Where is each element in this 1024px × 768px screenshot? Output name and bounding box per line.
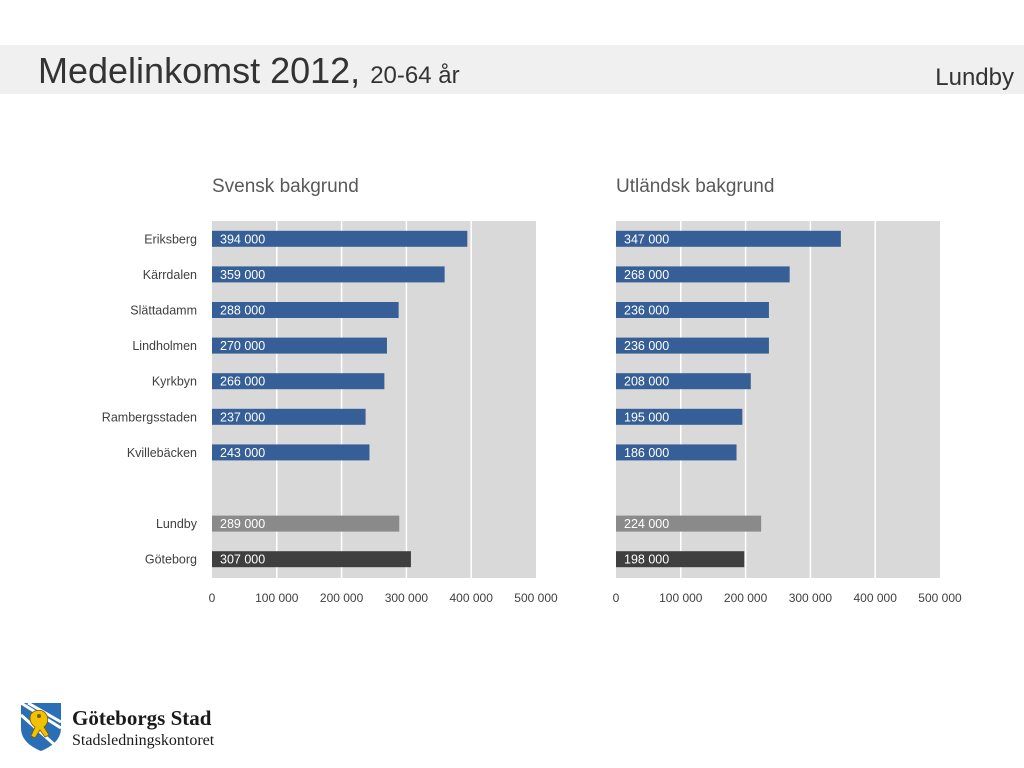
- bar-value-label: 288 000: [220, 304, 265, 318]
- bar: [212, 444, 370, 461]
- category-label: Kyrkbyn: [152, 375, 197, 389]
- x-tick-label: 100 000: [255, 591, 299, 605]
- chart-svensk-bakgrund: Svensk bakgrund 0 100 000 200 000 300 000 400…: [200, 165, 560, 615]
- category-label: Lindholmen: [132, 339, 197, 353]
- title-subtitle: 20-64 år: [370, 62, 460, 89]
- bar-value-label: 237 000: [220, 410, 265, 424]
- bar: [212, 266, 445, 283]
- chart-title: Utländsk bakgrund: [616, 176, 774, 197]
- category-label: Slättadamm: [130, 304, 197, 318]
- bar-value-label: 359 000: [220, 268, 265, 282]
- x-tick-label: 0: [613, 591, 620, 605]
- bar: [212, 337, 387, 354]
- bar: [616, 444, 737, 461]
- bar-value-label: 236 000: [624, 304, 669, 318]
- bar: [616, 551, 745, 568]
- goteborgs-stad-logo: Göteborgs Stad Stadsledningskontoret: [18, 700, 248, 756]
- bar: [616, 230, 841, 247]
- category-label: Lundby: [156, 517, 198, 531]
- bar: [212, 302, 399, 318]
- bar: [616, 373, 751, 390]
- bar-value-label: 268 000: [624, 268, 669, 282]
- x-tick-label: 100 000: [659, 591, 703, 605]
- category-axis: Eriksberg Kärrdalen Slättadamm Lindholmen Ky…: [102, 232, 198, 567]
- logo-name: Göteborgs Stad: [72, 706, 212, 730]
- title-band: [0, 45, 1024, 94]
- bar-value-label: 186 000: [624, 446, 669, 460]
- chart-utlandsk-bakgrund: Utländsk bakgrund 0 100 000 200 000 300 000 4…: [604, 165, 964, 615]
- category-label: Göteborg: [145, 553, 197, 567]
- bar-value-label: 198 000: [624, 553, 669, 567]
- bar: [616, 337, 769, 354]
- lion-crest-icon: [20, 701, 62, 751]
- bar: [212, 515, 400, 532]
- chart-svg: Svensk bakgrund 0 100 000 200 000 300 000 400…: [209, 176, 558, 605]
- bar: [616, 515, 762, 532]
- logo-subtitle: Stadsledningskontoret: [72, 732, 215, 749]
- x-tick-label: 300 000: [789, 591, 833, 605]
- x-tick-label: 400 000: [450, 591, 494, 605]
- x-tick-label: 500 000: [514, 591, 558, 605]
- bar: [616, 266, 790, 283]
- bar: [616, 302, 769, 318]
- x-tick-label: 400 000: [854, 591, 898, 605]
- bar-value-label: 394 000: [220, 232, 265, 246]
- bar-value-label: 236 000: [624, 339, 669, 353]
- x-tick-label: 500 000: [918, 591, 962, 605]
- bar-value-label: 347 000: [624, 232, 669, 246]
- title-main: Medelinkomst 2012,: [38, 50, 361, 91]
- category-label: Kärrdalen: [143, 268, 197, 282]
- bar-value-label: 224 000: [624, 517, 669, 531]
- bar: [212, 230, 468, 247]
- bar: [212, 373, 385, 390]
- bar: [616, 408, 743, 425]
- bar: [212, 408, 366, 425]
- bar: [212, 551, 411, 568]
- bar-value-label: 208 000: [624, 375, 669, 389]
- bar-value-label: 307 000: [220, 553, 265, 567]
- bar-value-label: 266 000: [220, 375, 265, 389]
- region-label: Lundby: [935, 64, 1014, 91]
- chart-svg: Utländsk bakgrund 0 100 000 200 000 300 000 4…: [613, 176, 962, 605]
- x-tick-label: 200 000: [724, 591, 768, 605]
- x-tick-label: 0: [209, 591, 216, 605]
- category-label: Kvillebäcken: [127, 446, 197, 460]
- category-label: Eriksberg: [144, 232, 197, 246]
- bar-value-label: 289 000: [220, 517, 265, 531]
- bar-value-label: 243 000: [220, 446, 265, 460]
- x-tick-label: 200 000: [320, 591, 364, 605]
- page-title: Medelinkomst 2012, 20-64 år: [38, 50, 460, 92]
- category-label: Rambergsstaden: [102, 410, 197, 424]
- bar-value-label: 270 000: [220, 339, 265, 353]
- chart-title: Svensk bakgrund: [212, 176, 359, 197]
- bar-value-label: 195 000: [624, 410, 669, 424]
- x-tick-label: 300 000: [385, 591, 429, 605]
